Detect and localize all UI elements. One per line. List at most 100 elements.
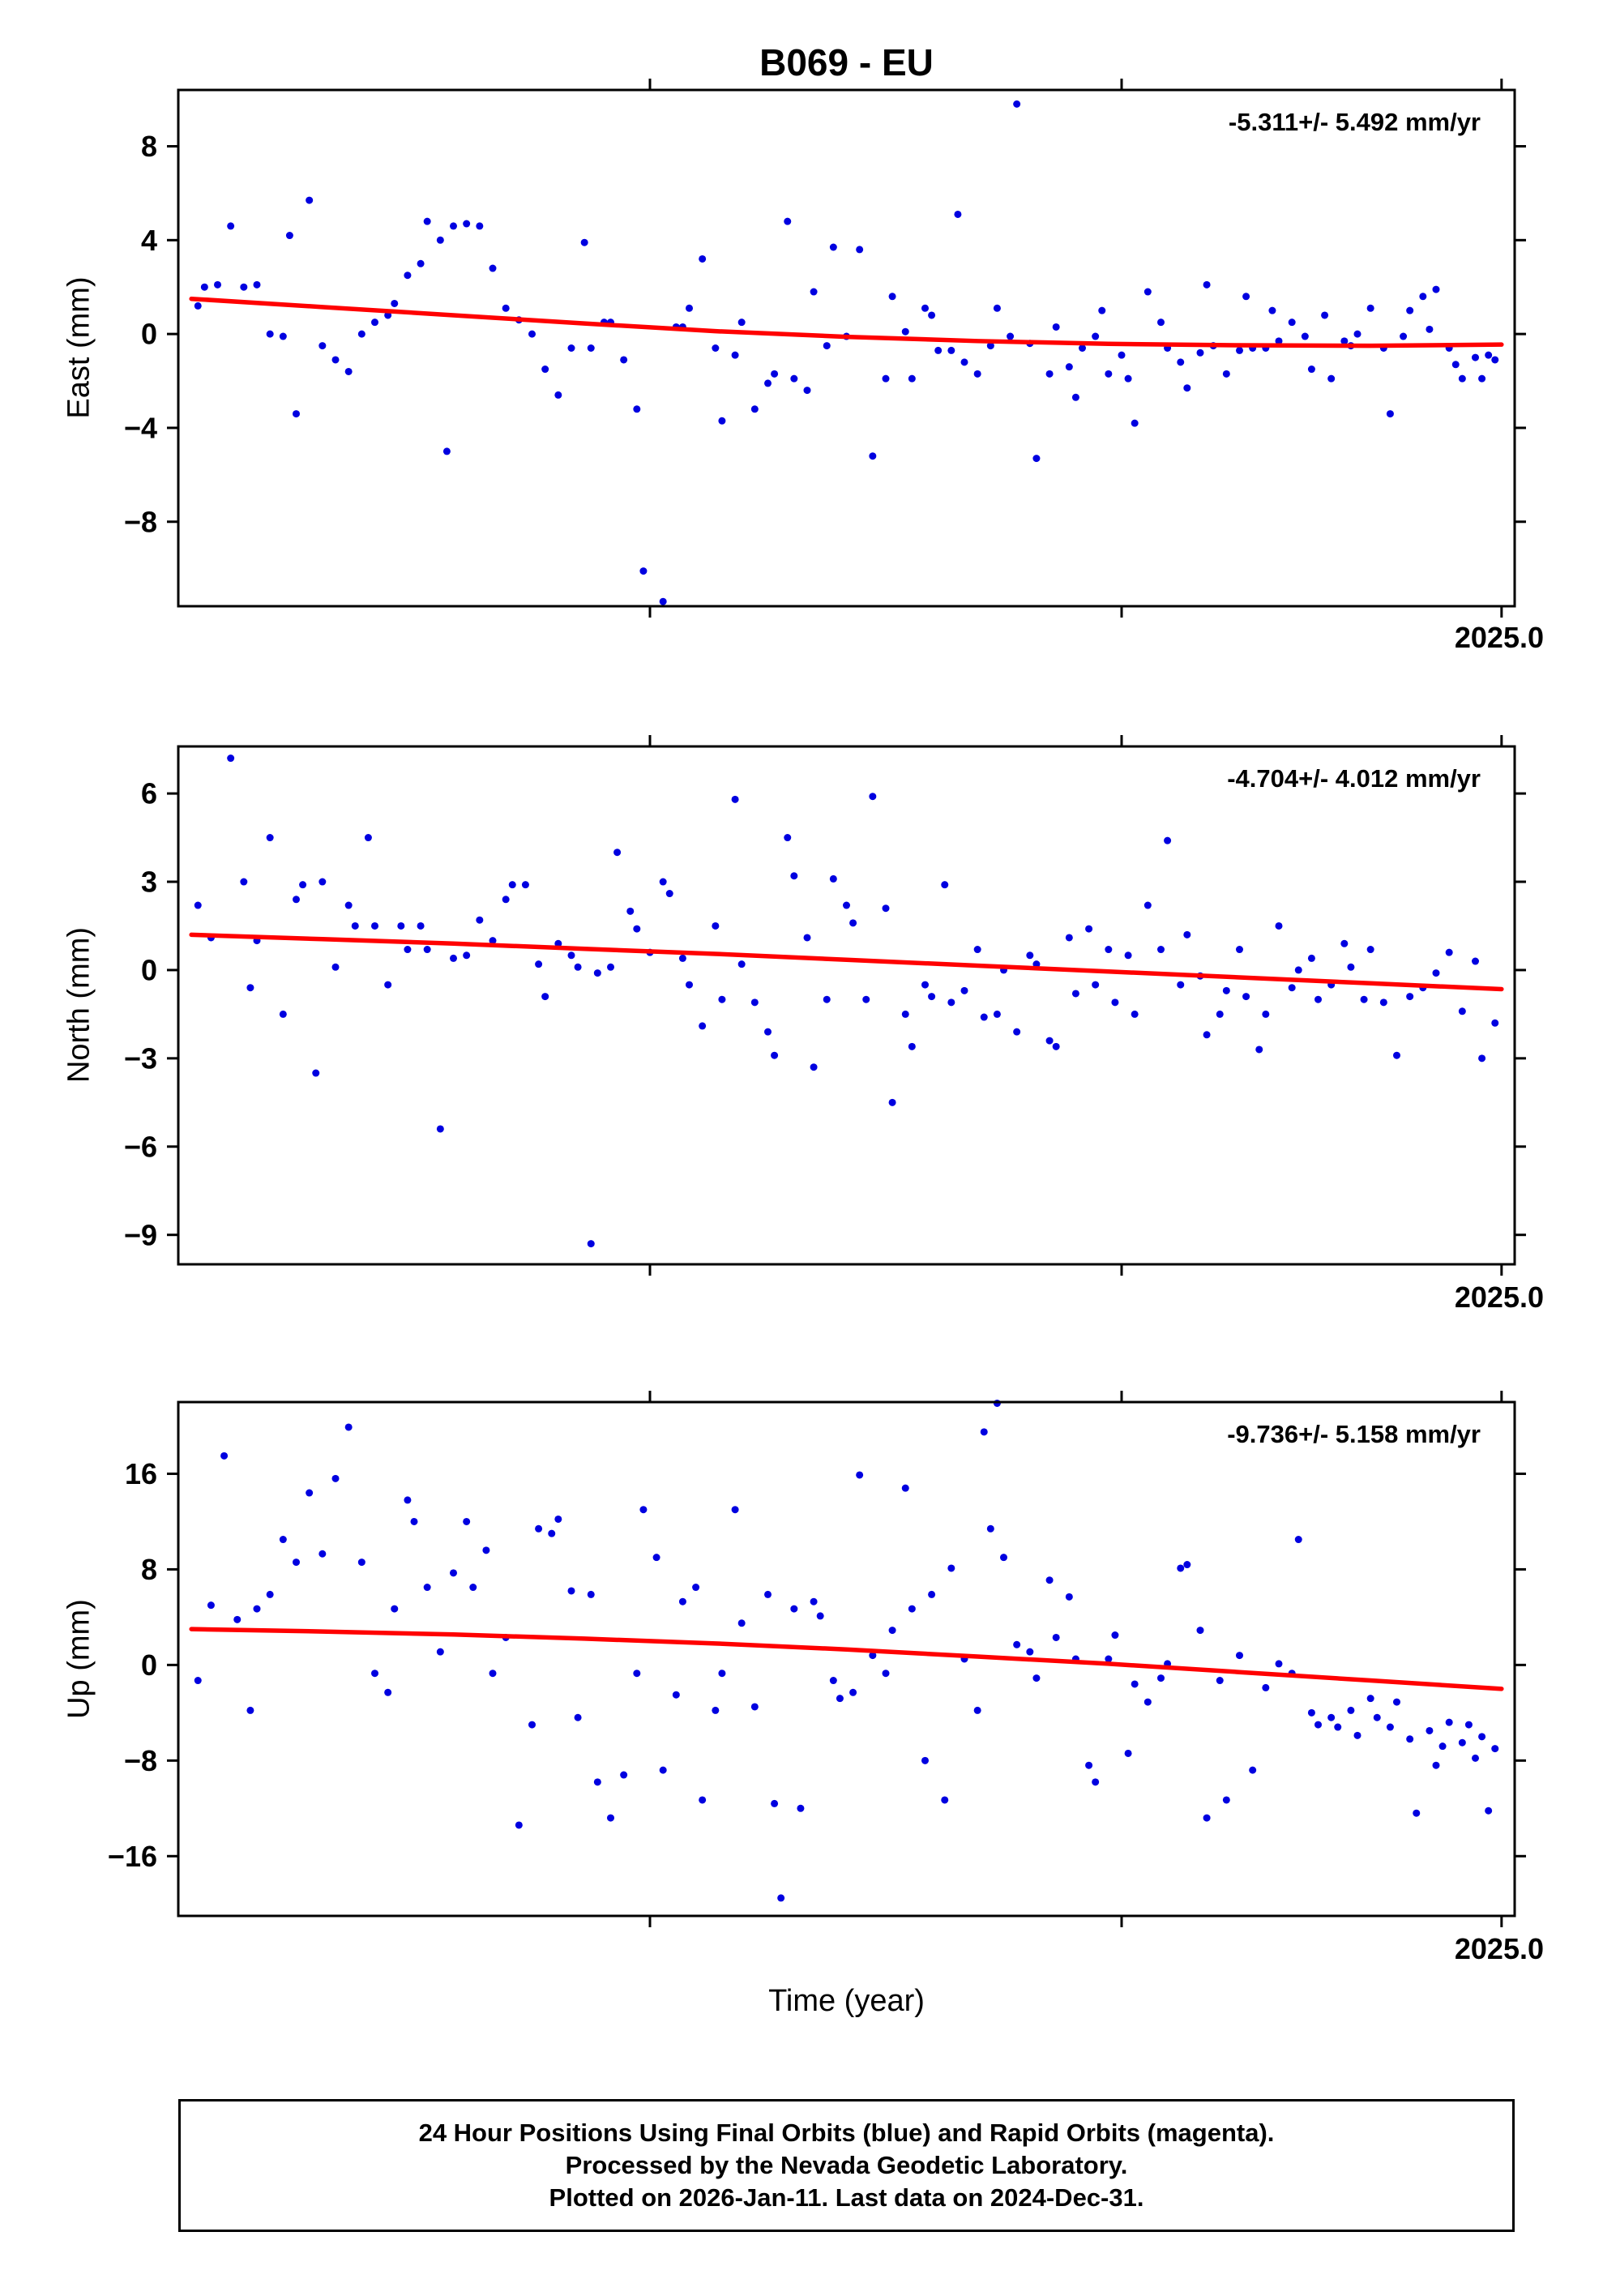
data-point [1071,990,1079,998]
data-point [266,834,274,842]
data-point [318,1550,327,1558]
data-point [1196,1627,1204,1635]
data-point [659,878,667,886]
data-point [227,755,235,763]
data-point [678,954,686,962]
data-point [803,387,811,395]
data-point [1085,1761,1093,1769]
data-point [973,370,981,378]
data-point [737,1619,746,1627]
data-point [246,1706,254,1714]
data-point [1275,337,1283,345]
y-tick-label: −9 [124,1218,157,1251]
data-point [1478,1733,1486,1741]
data-point [810,1063,818,1071]
data-point [764,1028,772,1036]
data-point [620,356,628,364]
data-point [960,986,968,994]
data-point [1393,1051,1400,1059]
y-tick-label: −6 [124,1130,157,1163]
data-point [771,1051,779,1059]
data-point [908,1042,916,1050]
data-point [1458,1738,1466,1747]
data-point [784,834,792,842]
y-tick-label: 0 [141,1648,157,1682]
data-point [1321,311,1329,319]
caption-line-2: Processed by the Nevada Geodetic Laborat… [565,2150,1128,2179]
data-point [1347,1706,1355,1714]
data-point [829,874,837,883]
data-point [1445,1718,1453,1726]
data-point [285,232,293,240]
data-point [1288,319,1296,327]
data-point [253,1605,261,1613]
data-point [587,1240,595,1248]
data-point [1045,370,1054,378]
data-point [1013,1028,1021,1036]
data-point [1485,1806,1493,1815]
time-axis-label: Time (year) [768,1984,925,2018]
data-point [764,379,772,387]
data-point [293,410,300,418]
data-point [731,351,739,359]
data-point [1419,293,1427,301]
data-point [908,374,916,383]
data-point [541,993,549,1001]
y-tick-label: 16 [125,1457,157,1490]
up-xmax-label: 2025.0 [1454,1932,1544,1965]
data-point [849,919,857,927]
y-tick-label: 4 [141,224,157,257]
data-point [771,370,779,378]
y-tick-label: −16 [108,1840,157,1873]
data-point [1222,1796,1230,1804]
data-point [554,939,562,947]
east-plot-area: 8 4 0 −4 −8 [124,79,1526,618]
data-point [790,1605,798,1613]
data-point [331,963,340,971]
data-point [1379,998,1387,1007]
data-point [888,293,896,301]
data-point [797,1804,805,1812]
data-point [1203,280,1211,289]
data-point [1491,356,1499,364]
data-point [699,1796,707,1804]
data-point [450,222,457,230]
data-point [593,1778,601,1786]
data-point [692,1584,700,1592]
data-point [678,1597,686,1605]
data-point [502,896,510,904]
data-point [737,960,746,968]
data-point [613,849,622,857]
plot-svg: 8 4 0 −4 −8 [124,79,1526,618]
data-point [659,597,667,605]
data-point [686,981,693,989]
data-point [1203,1031,1211,1039]
data-point [1111,1631,1119,1640]
data-point [1222,370,1230,378]
data-point [489,1670,497,1678]
data-point [941,881,949,889]
data-point [1118,351,1126,359]
data-point [921,981,929,989]
data-point [1432,285,1440,293]
data-point [1183,384,1191,392]
data-point [1458,1007,1466,1015]
data-point [712,921,720,930]
data-point [318,878,327,886]
data-point [450,1569,457,1577]
data-point [771,1799,779,1807]
north-panel: -4.704+/- 4.012 mm/yr 6 3 0 −3 −6 −9 [124,735,1526,1276]
data-point [993,304,1001,312]
data-point [1353,330,1361,338]
data-point [528,330,536,338]
data-point [266,1590,274,1598]
data-point [1177,358,1185,366]
data-point [823,995,831,1003]
north-xmax-label: 2025.0 [1454,1281,1544,1314]
data-point [404,1496,412,1504]
data-point [1366,1695,1374,1703]
data-point [1426,325,1434,333]
data-point [1045,1037,1054,1045]
data-point [1432,1761,1440,1769]
data-point [1406,1735,1414,1743]
